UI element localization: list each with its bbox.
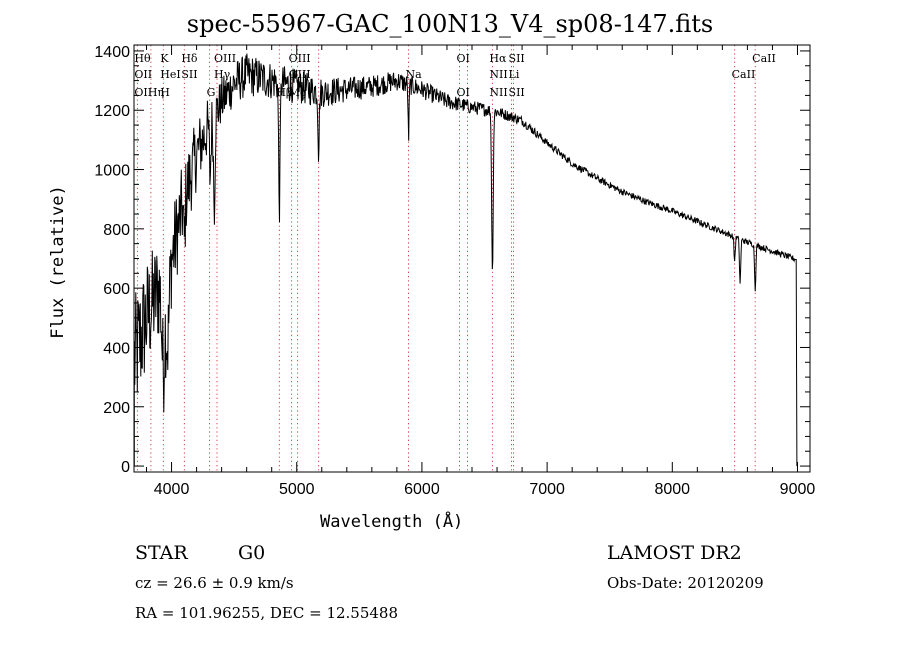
line-marker-label: Hβ bbox=[276, 86, 292, 99]
line-marker-label: NII bbox=[489, 68, 507, 81]
line-marker-label: HeI bbox=[160, 68, 180, 81]
x-tick-label: 5000 bbox=[279, 481, 315, 498]
line-marker-label: Hθ bbox=[134, 52, 151, 65]
line-marker-label: Mg bbox=[289, 86, 307, 99]
observation-date: Obs-Date: 20120209 bbox=[607, 574, 764, 592]
line-marker-label: NII bbox=[489, 86, 507, 99]
line-marker-label: Hη bbox=[148, 86, 164, 99]
x-tick-label: 7000 bbox=[529, 481, 565, 498]
line-marker-label: Li bbox=[509, 68, 520, 81]
line-marker-label: SII bbox=[509, 52, 525, 65]
survey-name: LAMOST DR2 bbox=[607, 542, 742, 564]
object-class: STAR bbox=[135, 542, 188, 564]
y-tick-label: 400 bbox=[103, 340, 130, 357]
line-marker-label: OIII bbox=[289, 52, 311, 65]
line-marker-label: SII bbox=[181, 68, 197, 81]
chart-title: spec-55967-GAC_100N13_V4_sp08-147.fits bbox=[186, 10, 714, 38]
x-tick-label: 9000 bbox=[780, 481, 816, 498]
line-marker-label: G bbox=[207, 86, 216, 99]
y-tick-label: 1200 bbox=[94, 103, 130, 120]
y-tick-label: 600 bbox=[103, 281, 130, 298]
line-marker-label: CaII bbox=[752, 52, 776, 65]
y-tick-label: 0 bbox=[121, 459, 130, 476]
line-marker-label: Na bbox=[406, 68, 423, 81]
x-tick-label: 8000 bbox=[654, 481, 690, 498]
x-tick-label: 6000 bbox=[404, 481, 440, 498]
line-marker-label: SII bbox=[509, 86, 525, 99]
y-axis-label: Flux (relative) bbox=[48, 185, 68, 339]
redshift-velocity: cz = 26.6 ± 0.9 km/s bbox=[135, 574, 294, 592]
line-marker-label: OIII bbox=[214, 52, 236, 65]
y-tick-label: 1400 bbox=[94, 44, 130, 61]
line-marker-label: H bbox=[160, 86, 170, 99]
x-tick-label: 4000 bbox=[154, 481, 190, 498]
spectrum-line bbox=[133, 53, 798, 467]
line-marker-label: Hα bbox=[489, 52, 507, 65]
line-marker-label: OI bbox=[456, 52, 469, 65]
line-marker-label: K bbox=[160, 52, 169, 65]
line-marker-label: Hγ bbox=[214, 68, 231, 81]
line-marker-label: OIII bbox=[289, 68, 311, 81]
x-axis-label: Wavelength (Å) bbox=[320, 512, 464, 532]
line-marker-label: CaII bbox=[732, 68, 756, 81]
object-subclass: G0 bbox=[238, 542, 266, 564]
y-tick-label: 200 bbox=[103, 400, 130, 417]
coordinates: RA = 101.96255, DEC = 12.55488 bbox=[135, 604, 399, 622]
y-tick-label: 1000 bbox=[94, 163, 130, 180]
line-marker-label: OI bbox=[456, 86, 469, 99]
line-marker-label: OII bbox=[134, 68, 152, 81]
line-marker-label: Hδ bbox=[181, 52, 198, 65]
y-tick-label: 800 bbox=[103, 222, 130, 239]
line-marker-label: OII bbox=[134, 86, 152, 99]
